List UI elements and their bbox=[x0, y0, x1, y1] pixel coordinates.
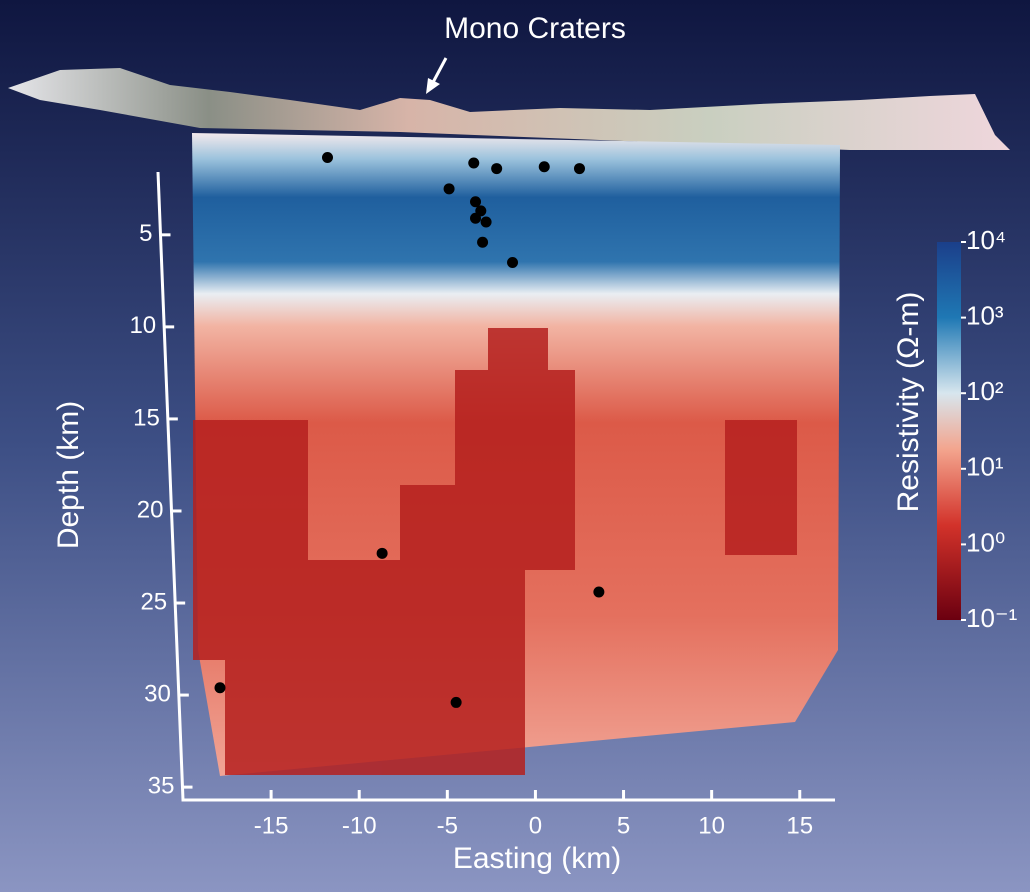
block bbox=[455, 370, 575, 570]
hypocenter bbox=[477, 236, 489, 248]
x-tick-label: 10 bbox=[698, 812, 725, 839]
colorbar bbox=[937, 242, 961, 620]
y-tick-label: 35 bbox=[148, 772, 175, 799]
annotation: Mono Craters bbox=[444, 12, 626, 45]
colorbar-label: Resistivity (Ω-m) bbox=[892, 292, 925, 513]
annotation-arrowhead bbox=[426, 78, 440, 94]
hypocenter bbox=[443, 183, 455, 195]
y-tick-label: 20 bbox=[137, 496, 164, 523]
colorbar-tick-label: 10⁰ bbox=[966, 527, 1005, 557]
y-tick-label: 25 bbox=[140, 588, 167, 615]
x-tick-label: -15 bbox=[254, 812, 289, 839]
x-tick-label: 15 bbox=[786, 812, 813, 839]
y-tick-label: 15 bbox=[133, 404, 160, 431]
hypocenter bbox=[321, 152, 333, 164]
x-tick-label: 5 bbox=[617, 812, 630, 839]
x-tick-label: -5 bbox=[437, 812, 458, 839]
hypocenter bbox=[470, 196, 482, 208]
block bbox=[488, 328, 548, 388]
hypocenter bbox=[491, 163, 503, 175]
colorbar-tick-label: 10⁻¹ bbox=[966, 603, 1018, 633]
y-axis-label: Depth (km) bbox=[52, 401, 85, 549]
hypocenter bbox=[573, 163, 585, 175]
x-tick-label: -10 bbox=[342, 812, 377, 839]
axis-lines bbox=[156, 171, 835, 802]
colorbar-tick-label: 10⁴ bbox=[966, 225, 1006, 255]
block bbox=[725, 420, 797, 555]
hypocenter bbox=[214, 682, 226, 694]
hypocenter bbox=[538, 161, 550, 173]
hypocenter bbox=[480, 216, 492, 228]
hypocenter bbox=[450, 696, 462, 708]
hypocenter bbox=[468, 157, 480, 169]
colorbar-tick-label: 10¹ bbox=[966, 452, 1004, 482]
hypocenter bbox=[470, 212, 482, 224]
y-tick-label: 10 bbox=[129, 312, 156, 339]
terrain bbox=[8, 68, 1010, 150]
colorbar-tick-label: 10³ bbox=[966, 300, 1004, 330]
conductor-blocks bbox=[193, 328, 797, 775]
x-axis-label: Easting (km) bbox=[453, 842, 621, 875]
y-tick-label: 30 bbox=[144, 680, 171, 707]
x-tick-label: 0 bbox=[529, 812, 542, 839]
hypocenter bbox=[507, 256, 519, 268]
hypocenter bbox=[376, 547, 388, 559]
y-tick-label: 5 bbox=[139, 220, 152, 247]
hypocenter bbox=[593, 586, 605, 598]
colorbar-tick-label: 10² bbox=[966, 376, 1004, 406]
